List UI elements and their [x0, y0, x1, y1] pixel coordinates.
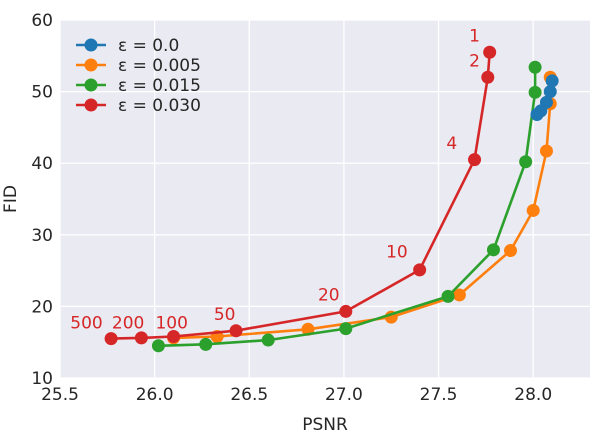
legend-swatch-marker [84, 98, 98, 112]
x-tick-label: 26.0 [136, 385, 174, 405]
data-point [530, 108, 544, 122]
point-annotation: 20 [318, 286, 340, 306]
grid [59, 19, 590, 379]
x-tick-label: 28.0 [514, 385, 552, 405]
y-tick-label: 50 [31, 83, 53, 103]
annotations: 1 2 4 10 20 50 500 200 100 [70, 26, 480, 333]
y-tick-label: 20 [31, 297, 53, 317]
data-point [519, 155, 533, 169]
legend-label: ε = 0.0 [118, 36, 179, 56]
data-point [167, 329, 181, 343]
x-tick-label: 26.5 [230, 385, 268, 405]
legend-swatch-marker [84, 38, 98, 52]
point-annotation: 10 [386, 243, 408, 263]
series-1 [167, 70, 557, 345]
legend-swatch-marker [84, 78, 98, 92]
data-point [134, 331, 148, 345]
point-annotation: 4 [446, 134, 457, 154]
legend-label: ε = 0.030 [118, 96, 201, 116]
data-point [543, 85, 557, 99]
series-0 [530, 74, 559, 122]
point-annotation: 2 [469, 52, 480, 72]
data-point [339, 304, 353, 318]
data-point [441, 289, 455, 303]
y-tick-label: 60 [31, 11, 53, 31]
data-point [486, 243, 500, 257]
x-tick-label: 25.5 [41, 385, 79, 405]
data-point [261, 333, 275, 347]
x-tick-label: 27.0 [325, 385, 363, 405]
y-axis-label: FID [1, 185, 21, 213]
legend-label: ε = 0.005 [118, 56, 201, 76]
point-annotation: 500 [70, 314, 102, 334]
x-axis-label: PSNR [302, 415, 348, 435]
plot-area [60, 20, 590, 378]
y-tick-label: 30 [31, 226, 53, 246]
data-point [528, 60, 542, 74]
x-tick-labels: 25.5 26.0 26.5 27.0 27.5 28.0 [41, 385, 552, 405]
data-point [526, 203, 540, 217]
legend-label: ε = 0.015 [118, 76, 201, 96]
data-point [483, 45, 497, 59]
data-point [199, 337, 213, 351]
legend-swatch-marker [84, 58, 98, 72]
series-3 [104, 45, 497, 346]
data-point [452, 288, 466, 302]
series [104, 45, 559, 353]
data-point [528, 85, 542, 99]
x-tick-label: 27.5 [420, 385, 458, 405]
data-point [151, 339, 165, 353]
data-point [104, 332, 118, 346]
data-point [229, 324, 243, 338]
point-annotation: 200 [112, 314, 144, 334]
data-point [339, 322, 353, 336]
data-point [504, 244, 517, 258]
y-tick-label: 10 [31, 369, 53, 389]
data-point [545, 74, 559, 88]
data-point [468, 153, 482, 167]
y-tick-label: 40 [31, 154, 53, 174]
data-point [413, 263, 427, 277]
data-point [539, 144, 553, 158]
y-tick-labels: 10 20 30 40 50 60 [31, 11, 53, 389]
point-annotation: 50 [214, 305, 236, 325]
series-line [173, 77, 552, 340]
point-annotation: 100 [155, 314, 187, 334]
point-annotation: 1 [469, 26, 480, 46]
data-point [481, 70, 495, 84]
